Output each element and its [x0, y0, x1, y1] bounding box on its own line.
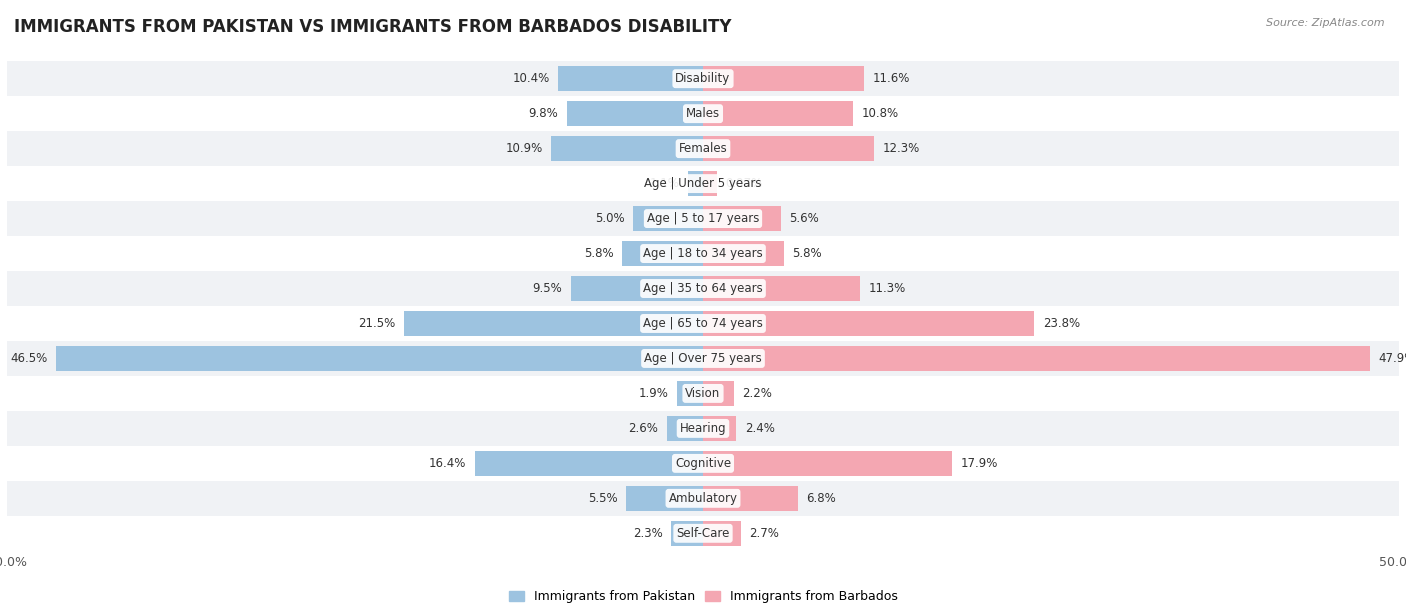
Text: 10.8%: 10.8%: [862, 107, 898, 120]
Bar: [703, 346, 1369, 371]
Text: 5.0%: 5.0%: [595, 212, 626, 225]
Text: 2.6%: 2.6%: [628, 422, 658, 435]
Bar: [703, 451, 952, 476]
Text: 5.5%: 5.5%: [589, 492, 619, 505]
Text: 21.5%: 21.5%: [359, 317, 395, 330]
Bar: [7, 61, 1399, 96]
Text: Vision: Vision: [685, 387, 721, 400]
Bar: [676, 381, 703, 406]
Text: Self-Care: Self-Care: [676, 527, 730, 540]
Text: Source: ZipAtlas.com: Source: ZipAtlas.com: [1267, 18, 1385, 28]
Bar: [7, 201, 1399, 236]
Text: Females: Females: [679, 142, 727, 155]
Bar: [666, 416, 703, 441]
Text: Age | 5 to 17 years: Age | 5 to 17 years: [647, 212, 759, 225]
Bar: [703, 206, 780, 231]
Bar: [558, 66, 703, 91]
Text: Age | 18 to 34 years: Age | 18 to 34 years: [643, 247, 763, 260]
Bar: [7, 516, 1399, 551]
Legend: Immigrants from Pakistan, Immigrants from Barbados: Immigrants from Pakistan, Immigrants fro…: [503, 585, 903, 608]
Text: Age | Over 75 years: Age | Over 75 years: [644, 352, 762, 365]
Bar: [7, 96, 1399, 131]
Bar: [703, 276, 860, 301]
Text: 9.8%: 9.8%: [529, 107, 558, 120]
Text: 2.3%: 2.3%: [633, 527, 662, 540]
Bar: [703, 66, 865, 91]
Text: 10.9%: 10.9%: [506, 142, 543, 155]
Text: Age | Under 5 years: Age | Under 5 years: [644, 177, 762, 190]
Text: 12.3%: 12.3%: [883, 142, 920, 155]
Text: 0.97%: 0.97%: [725, 177, 762, 190]
Bar: [7, 481, 1399, 516]
Bar: [703, 171, 717, 196]
Text: Age | 35 to 64 years: Age | 35 to 64 years: [643, 282, 763, 295]
Bar: [7, 306, 1399, 341]
Text: 9.5%: 9.5%: [533, 282, 562, 295]
Text: 47.9%: 47.9%: [1378, 352, 1406, 365]
Bar: [703, 241, 783, 266]
Text: 10.4%: 10.4%: [513, 72, 550, 85]
Text: 1.9%: 1.9%: [638, 387, 668, 400]
Text: 11.6%: 11.6%: [873, 72, 910, 85]
Bar: [551, 136, 703, 161]
Text: 16.4%: 16.4%: [429, 457, 467, 470]
Bar: [7, 131, 1399, 166]
Text: Males: Males: [686, 107, 720, 120]
Bar: [703, 311, 1035, 336]
Text: 11.3%: 11.3%: [869, 282, 905, 295]
Bar: [7, 236, 1399, 271]
Text: 1.1%: 1.1%: [650, 177, 679, 190]
Bar: [703, 381, 734, 406]
Text: IMMIGRANTS FROM PAKISTAN VS IMMIGRANTS FROM BARBADOS DISABILITY: IMMIGRANTS FROM PAKISTAN VS IMMIGRANTS F…: [14, 18, 731, 36]
Text: 2.7%: 2.7%: [749, 527, 779, 540]
Bar: [703, 486, 797, 511]
Bar: [627, 486, 703, 511]
Text: Cognitive: Cognitive: [675, 457, 731, 470]
Text: 5.6%: 5.6%: [789, 212, 820, 225]
Text: 2.2%: 2.2%: [742, 387, 772, 400]
Text: 2.4%: 2.4%: [745, 422, 775, 435]
Bar: [7, 166, 1399, 201]
Text: 6.8%: 6.8%: [806, 492, 835, 505]
Bar: [571, 276, 703, 301]
Bar: [567, 101, 703, 126]
Text: 23.8%: 23.8%: [1043, 317, 1080, 330]
Text: 5.8%: 5.8%: [585, 247, 614, 260]
Bar: [703, 416, 737, 441]
Text: Hearing: Hearing: [679, 422, 727, 435]
Bar: [7, 341, 1399, 376]
Text: 5.8%: 5.8%: [792, 247, 821, 260]
Bar: [404, 311, 703, 336]
Bar: [671, 521, 703, 546]
Bar: [703, 101, 853, 126]
Bar: [7, 271, 1399, 306]
Bar: [633, 206, 703, 231]
Text: 46.5%: 46.5%: [10, 352, 48, 365]
Bar: [56, 346, 703, 371]
Bar: [688, 171, 703, 196]
Text: Disability: Disability: [675, 72, 731, 85]
Bar: [703, 136, 875, 161]
Bar: [623, 241, 703, 266]
Text: Age | 65 to 74 years: Age | 65 to 74 years: [643, 317, 763, 330]
Text: Ambulatory: Ambulatory: [668, 492, 738, 505]
Bar: [7, 411, 1399, 446]
Bar: [7, 376, 1399, 411]
Text: 17.9%: 17.9%: [960, 457, 998, 470]
Bar: [7, 446, 1399, 481]
Bar: [475, 451, 703, 476]
Bar: [703, 521, 741, 546]
